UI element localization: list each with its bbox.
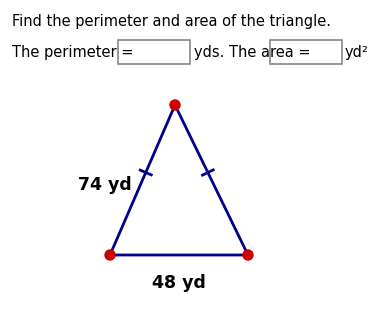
Circle shape: [105, 250, 115, 260]
Text: 48 yd: 48 yd: [152, 274, 206, 292]
Text: Find the perimeter and area of the triangle.: Find the perimeter and area of the trian…: [12, 14, 331, 29]
Text: yds. The area =: yds. The area =: [194, 45, 310, 59]
Text: The perimeter =: The perimeter =: [12, 45, 133, 59]
Circle shape: [170, 100, 180, 110]
Bar: [118, 40, 190, 64]
Bar: [270, 40, 342, 64]
Circle shape: [243, 250, 253, 260]
Text: yd²: yd²: [345, 45, 369, 59]
Text: 74 yd: 74 yd: [78, 176, 131, 194]
